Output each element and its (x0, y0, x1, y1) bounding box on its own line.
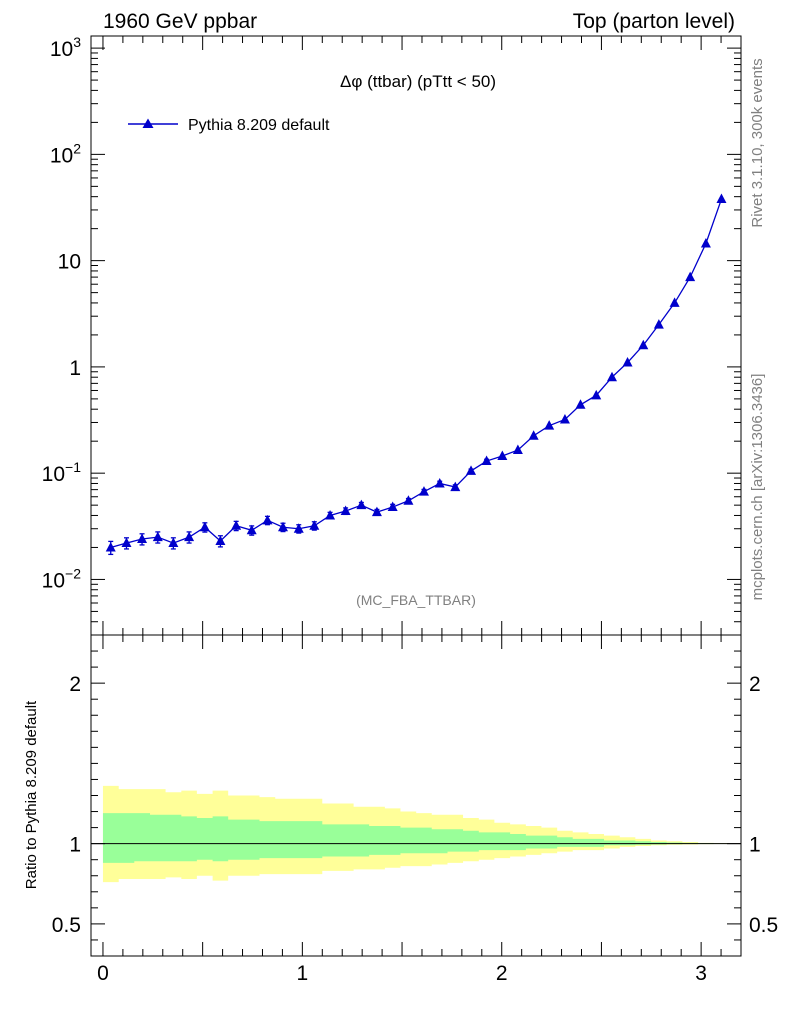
data-point-triangle (152, 531, 163, 542)
rivet-version-label: Rivet 3.1.10, 300k events (749, 58, 766, 227)
data-point-triangle (418, 486, 429, 496)
data-point-triangle (716, 193, 727, 204)
data-point-triangle (638, 339, 649, 350)
data-point-triangle (591, 389, 602, 400)
data-point-triangle (685, 271, 696, 282)
y-tick-label: 10 (58, 251, 81, 274)
data-point-triangle (199, 521, 210, 532)
legend-marker-triangle (142, 118, 154, 128)
data-point-triangle (528, 430, 539, 440)
ratio-y-tick-label-left: 0.5 (52, 914, 81, 937)
data-point-triangle (340, 505, 351, 516)
data-point-triangle (387, 501, 398, 512)
data-point-triangle (137, 533, 148, 544)
data-point-triangle (575, 399, 586, 409)
analysis-id-label: (MC_FBA_TTBAR) (356, 592, 476, 608)
uncertainty-band-inner (102, 813, 730, 863)
data-point-triangle (653, 319, 664, 329)
series-line (110, 198, 723, 549)
mcplots-reference-label: mcplots.cern.ch [arXiv:1306.3436] (749, 374, 766, 601)
process-label: Top (parton level) (573, 10, 735, 33)
data-point-triangle (309, 520, 320, 530)
data-point-triangle (168, 537, 179, 548)
ratio-y-tick-label-right: 1 (749, 834, 761, 857)
data-point-triangle (700, 237, 711, 248)
data-point-triangle (215, 535, 226, 545)
ratio-y-tick-label-left: 2 (69, 673, 81, 696)
plot-title: Δφ (ttbar) (pTtt < 50) (340, 72, 496, 91)
data-point-triangle (466, 465, 477, 475)
data-point-triangle (544, 420, 555, 430)
data-point-triangle (356, 499, 367, 510)
x-tick-label: 3 (695, 962, 707, 985)
legend-label: Pythia 8.209 default (188, 117, 330, 134)
data-point-triangle (371, 506, 382, 517)
ratio-axis-label: Ratio to Pythia 8.209 default (23, 700, 40, 889)
legend: Pythia 8.209 default (128, 117, 330, 134)
data-point-triangle (606, 371, 617, 382)
x-tick-label: 2 (496, 962, 508, 985)
ratio-y-tick-label-right: 2 (749, 673, 761, 696)
data-point-triangle (434, 477, 445, 488)
data-point-triangle (105, 541, 116, 552)
y-tick-label: 1 (69, 357, 81, 380)
energy-label: 1960 GeV ppbar (103, 10, 257, 33)
x-tick-label: 1 (297, 962, 309, 985)
data-point-triangle (450, 481, 461, 492)
data-point-triangle (512, 444, 523, 455)
ratio-y-tick-label-left: 1 (69, 834, 81, 857)
data-point-triangle (497, 450, 508, 461)
data-point-triangle (481, 455, 492, 466)
data-point-triangle (403, 495, 414, 505)
y-tick-label: 103 (50, 34, 81, 61)
data-point-triangle (293, 523, 304, 533)
y-tick-label: 10−1 (42, 459, 82, 486)
main-plot-panel: Δφ (ttbar) (pTtt < 50) (MC_FBA_TTBAR) Py… (42, 34, 742, 636)
data-point-triangle (184, 531, 195, 542)
data-point-triangle (231, 520, 242, 530)
data-point-triangle (559, 413, 570, 424)
data-point-triangle (246, 524, 257, 535)
ratio-y-tick-label-right: 0.5 (749, 914, 778, 937)
data-point-triangle (278, 521, 289, 532)
data-point-triangle (262, 514, 273, 525)
x-tick-label: 0 (97, 962, 109, 985)
data-point-triangle (669, 297, 680, 307)
data-point-triangle (121, 537, 132, 548)
data-point-triangle (325, 509, 336, 520)
ratio-plot-panel: Ratio to Pythia 8.209 default 0.5 0.5 1 1 2 2… (23, 634, 778, 985)
y-tick-label: 10−2 (42, 565, 82, 592)
data-point-triangle (622, 357, 633, 367)
y-tick-label: 102 (50, 140, 81, 167)
